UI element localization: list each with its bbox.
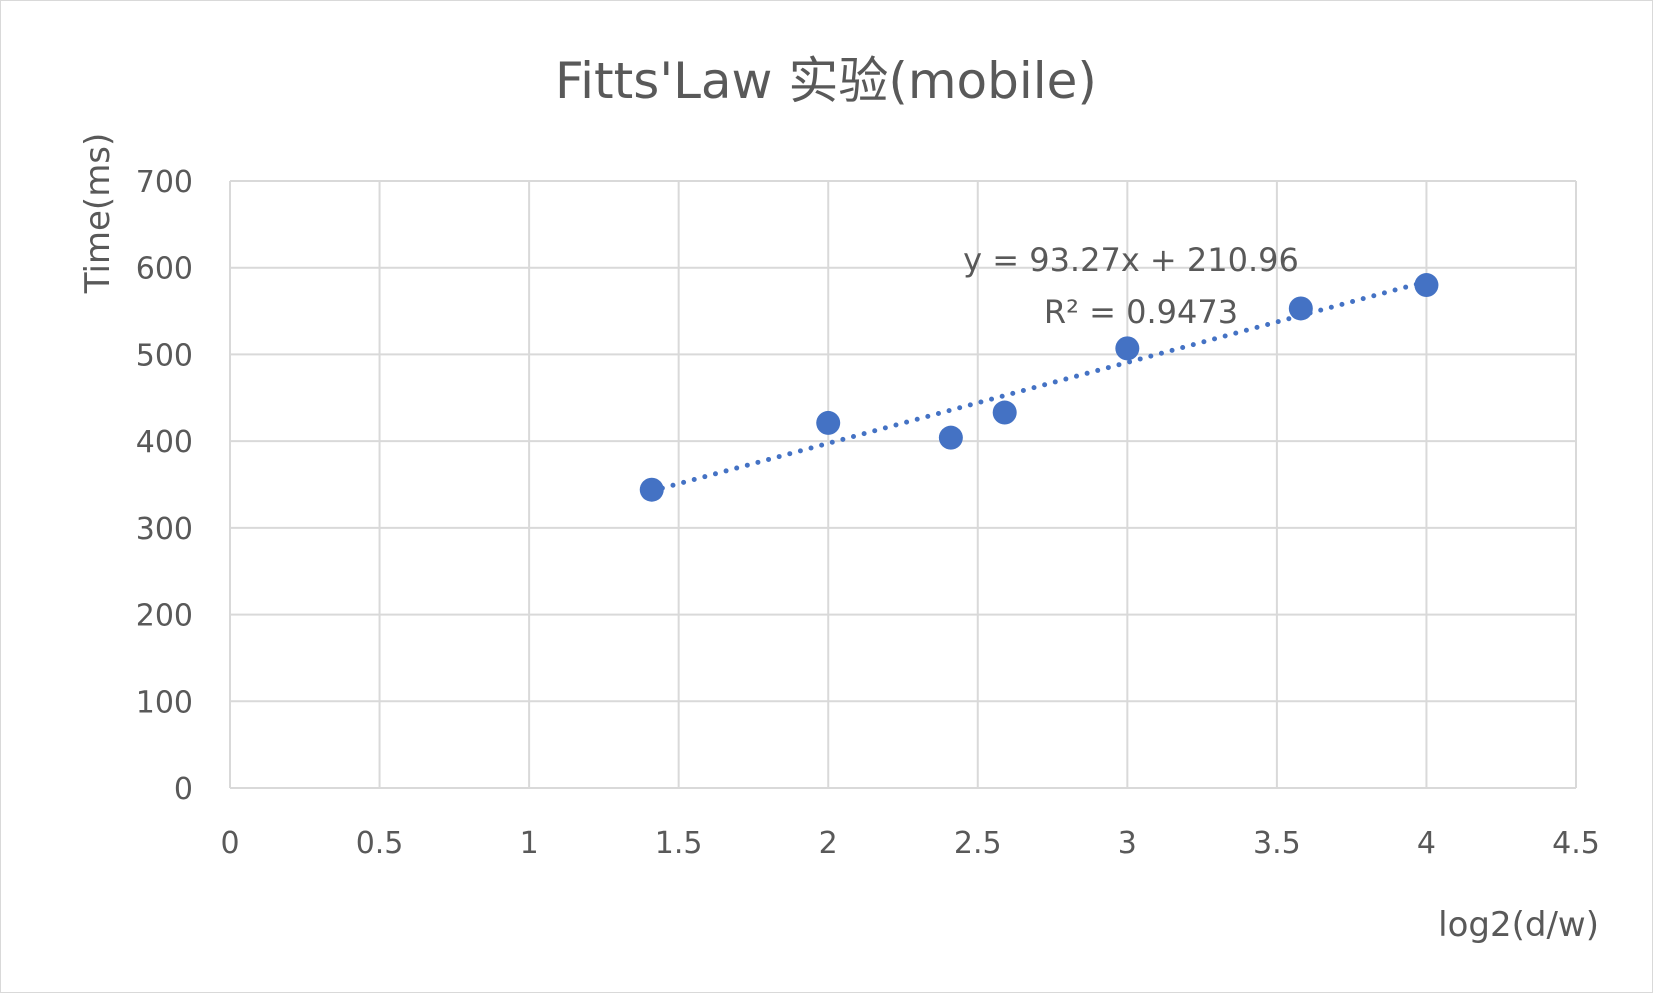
data-point [1288,296,1313,321]
x-tick-label: 2 [819,826,838,861]
y-tick-label: 300 [136,512,193,547]
y-tick-label: 0 [174,772,193,807]
x-axis-title: log2(d/w) [1438,905,1599,945]
data-point [816,410,841,435]
data-point [992,400,1017,425]
y-tick-label: 100 [136,685,193,720]
y-tick-label: 600 [136,252,193,287]
x-tick-label: 1 [520,826,539,861]
x-tick-label: 1.5 [655,826,703,861]
y-tick-labels: 0 100 200 300 400 500 600 700 [136,165,193,807]
x-tick-labels: 0 0.5 1 1.5 2 2.5 3 3.5 4 4.5 [220,826,1599,861]
y-tick-label: 400 [136,425,193,460]
chart-title: Fitts'Law 实验(mobile) [555,52,1097,110]
data-point [1414,273,1439,298]
x-tick-label: 0.5 [356,826,404,861]
x-tick-label: 4 [1417,826,1436,861]
y-tick-label: 700 [136,165,193,200]
y-tick-label: 200 [136,599,193,634]
trendline-r2-label: R² = 0.9473 [1044,293,1238,331]
y-axis-title: Time(ms) [78,133,118,295]
x-tick-label: 2.5 [954,826,1002,861]
data-point [938,425,963,450]
x-tick-label: 4.5 [1552,826,1600,861]
data-point [1115,336,1140,361]
data-points-layer [639,273,1439,502]
x-tick-label: 0 [220,826,239,861]
grid-layer [229,180,1577,789]
y-tick-label: 500 [136,338,193,373]
x-tick-label: 3.5 [1253,826,1301,861]
x-tick-label: 3 [1118,826,1137,861]
data-point [639,477,664,502]
trendline-equation-label: y = 93.27x + 210.96 [963,241,1299,279]
